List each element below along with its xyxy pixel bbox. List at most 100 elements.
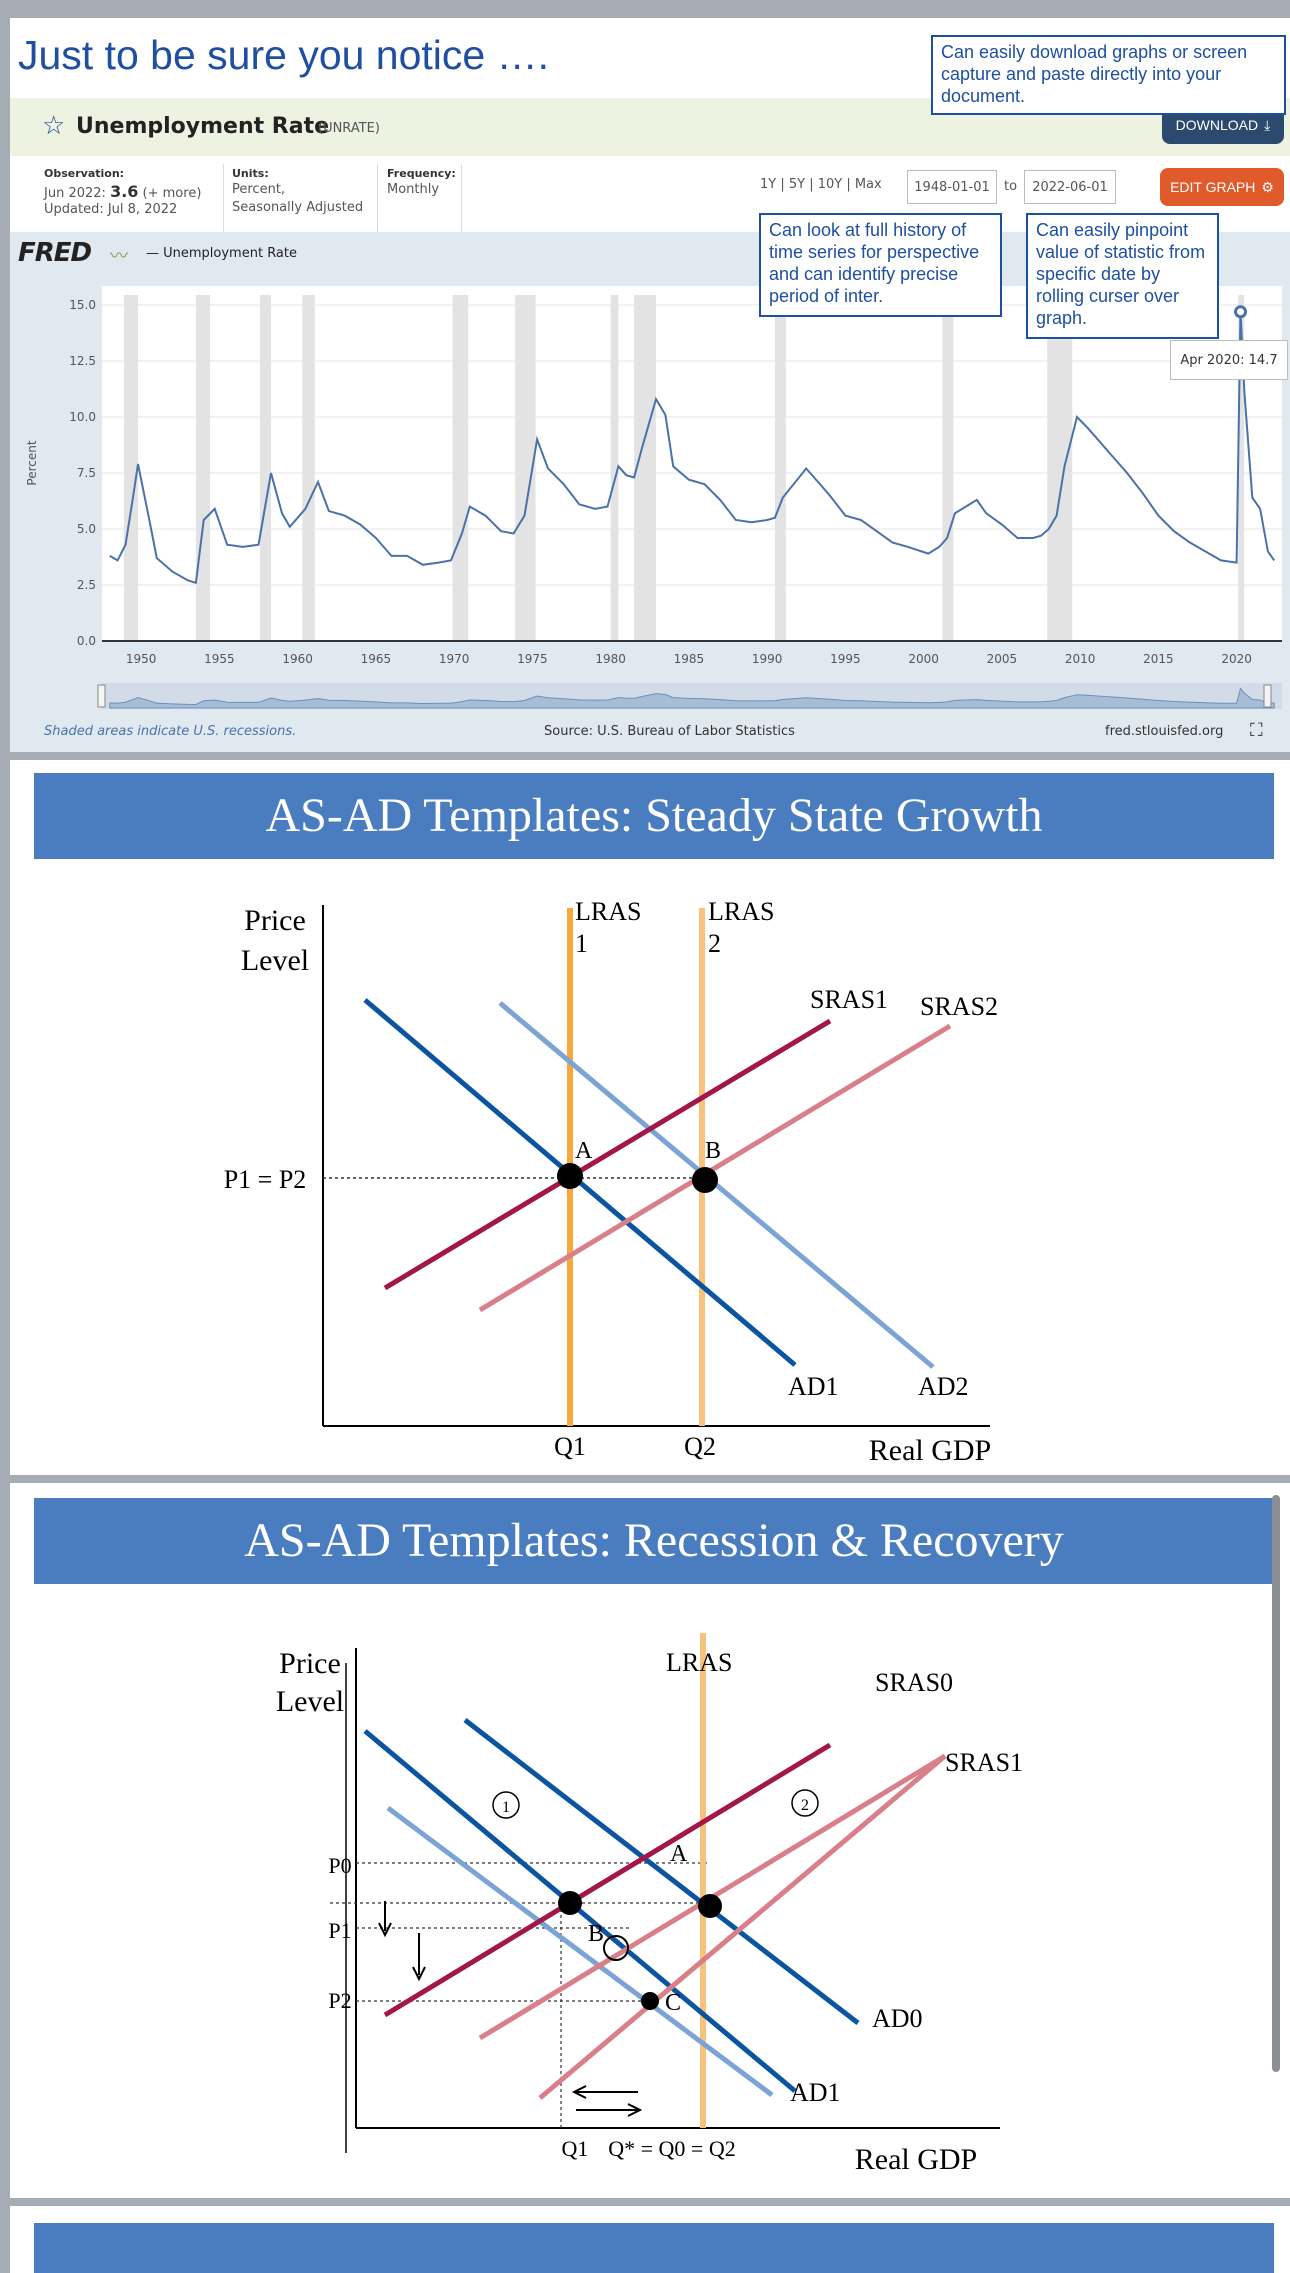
unemployment-line bbox=[109, 311, 1276, 585]
frequency-label: Frequency: bbox=[387, 167, 456, 180]
x-tick-label: 1985 bbox=[674, 652, 705, 666]
date-from-input[interactable]: 1948-01-01 bbox=[907, 170, 997, 204]
x-axis-label: Real GDP bbox=[855, 2143, 978, 2176]
slide-heading: Just to be sure you notice …. bbox=[18, 32, 549, 78]
date-to-input[interactable]: 2022-06-01 bbox=[1024, 170, 1116, 204]
series-id: (UNRATE) bbox=[318, 121, 380, 136]
navigator-handle-right[interactable] bbox=[1263, 684, 1272, 708]
footer-site[interactable]: fred.stlouisfed.org bbox=[1105, 724, 1224, 739]
as-ad-recession-chart: Price Level P0 P1 P2 Q1 Q* = Q0 = Q2 Rea… bbox=[276, 1633, 1023, 2176]
y-axis-label-1: Price bbox=[244, 904, 306, 937]
arrow-head bbox=[571, 2085, 587, 2099]
x-tick-label: 1975 bbox=[517, 652, 548, 666]
arrow-head bbox=[378, 1922, 392, 1938]
slide-steady-state: AS-AD Templates: Steady State Growth Pri… bbox=[10, 760, 1290, 1475]
recession-band bbox=[195, 295, 210, 641]
download-label: DOWNLOAD bbox=[1175, 117, 1259, 133]
hover-marker[interactable] bbox=[1234, 305, 1248, 319]
x-tick-label: 2000 bbox=[908, 652, 939, 666]
units-value-2: Seasonally Adjusted bbox=[232, 200, 364, 215]
x-tick-label: 1955 bbox=[204, 652, 235, 666]
divider bbox=[223, 164, 224, 248]
range-links[interactable]: 1Y | 5Y | 10Y | Max bbox=[760, 177, 882, 192]
callout-history: Can look at full history of time series … bbox=[759, 213, 1002, 317]
tick-q1: Q1 bbox=[562, 2136, 589, 2161]
y-axis-label-2: Level bbox=[241, 944, 309, 977]
observation-more-link[interactable]: (+ more) bbox=[142, 186, 202, 201]
y-axis-label: Percent bbox=[25, 440, 39, 485]
tick-p2: P2 bbox=[328, 1988, 351, 2013]
fred-logo[interactable]: FRED bbox=[18, 238, 92, 268]
x-tick-label: 1980 bbox=[595, 652, 626, 666]
point-b bbox=[692, 1167, 718, 1193]
label-a: A bbox=[670, 1841, 688, 1867]
scrollbar[interactable] bbox=[1272, 1495, 1280, 2072]
tick-q1: Q1 bbox=[554, 1432, 586, 1461]
y-tick-label: 10.0 bbox=[69, 410, 96, 424]
x-tick-label: 2020 bbox=[1221, 652, 1252, 666]
footer-recession-note: Shaded areas indicate U.S. recessions. bbox=[44, 724, 297, 739]
tick-qstar: Q* = Q0 = Q2 bbox=[608, 2136, 735, 2161]
tooltip-date: Apr 2020: bbox=[1180, 352, 1245, 368]
label-lras1-a: LRAS bbox=[575, 897, 641, 926]
tick-p1p2: P1 = P2 bbox=[224, 1165, 307, 1194]
callout-download: Can easily download graphs or screen cap… bbox=[931, 35, 1286, 115]
recession-band bbox=[515, 295, 536, 641]
x-tick-label: 1995 bbox=[830, 652, 861, 666]
sras0-line bbox=[383, 1742, 832, 2018]
recession-band bbox=[123, 295, 138, 641]
y-tick-label: 0.0 bbox=[77, 634, 96, 648]
label-lras1-b: 1 bbox=[575, 929, 588, 958]
star-icon[interactable]: ☆ bbox=[42, 110, 66, 140]
label-ad1: AD1 bbox=[790, 2078, 841, 2107]
units-label: Units: bbox=[232, 167, 269, 180]
label-lras2-a: LRAS bbox=[708, 897, 774, 926]
recession-band bbox=[1238, 295, 1245, 641]
divider bbox=[461, 164, 462, 248]
frequency-value: Monthly bbox=[387, 182, 440, 197]
edit-graph-label: EDIT GRAPH bbox=[1170, 179, 1256, 195]
label-ad1: AD1 bbox=[788, 1372, 839, 1401]
recession-band bbox=[260, 295, 272, 641]
tick-p1: P1 bbox=[328, 1918, 351, 1943]
arrow-head bbox=[412, 1966, 426, 1982]
y-tick-label: 2.5 bbox=[77, 578, 96, 592]
observation-row: Jun 2022: 3.6 (+ more) bbox=[44, 182, 201, 201]
sras1-line bbox=[383, 1018, 832, 1291]
footer-source: Source: U.S. Bureau of Labor Statistics bbox=[544, 724, 795, 739]
tick-p0: P0 bbox=[328, 1853, 351, 1878]
observation-value: 3.6 bbox=[110, 182, 139, 201]
annotation-1-circle bbox=[492, 1791, 520, 1819]
label-sras2: SRAS2 bbox=[920, 992, 998, 1021]
download-icon: ⤓ bbox=[1264, 116, 1271, 133]
label-sras1: SRAS1 bbox=[810, 985, 888, 1014]
ad1-line bbox=[363, 1729, 797, 2093]
navigator-handle-left[interactable] bbox=[97, 684, 106, 708]
annotation-2-circle bbox=[791, 1789, 819, 1817]
edit-graph-button[interactable]: EDIT GRAPH ⚙ bbox=[1160, 168, 1284, 206]
recession-band bbox=[634, 295, 657, 641]
recession-band bbox=[302, 295, 315, 641]
chart-logo-icon: 〰 bbox=[110, 246, 128, 266]
unemployment-chart[interactable]: 0.0 2.5 5.0 7.5 10.0 12.5 15.0 1950 1955 1960 196… bbox=[10, 18, 1290, 752]
navigator-series bbox=[109, 687, 1275, 709]
date-to-word: to bbox=[1004, 179, 1018, 194]
y-tick-label: 12.5 bbox=[69, 354, 96, 368]
ad-shifted-line bbox=[386, 1805, 774, 2098]
observation-date: Jun 2022: bbox=[44, 186, 106, 201]
slide-title: AS-AD Templates: Steady State Growth bbox=[34, 773, 1274, 859]
point-c bbox=[641, 1992, 659, 2010]
x-tick-label: 2015 bbox=[1143, 652, 1174, 666]
updated-date: Updated: Jul 8, 2022 bbox=[44, 202, 178, 217]
sras2-line bbox=[478, 1023, 952, 1313]
fullscreen-icon[interactable]: ⛶ bbox=[1250, 720, 1263, 740]
tooltip-value: 14.7 bbox=[1248, 352, 1278, 368]
recession-band bbox=[1047, 295, 1073, 641]
point-a bbox=[557, 1163, 583, 1189]
chart-legend: — Unemployment Rate bbox=[146, 246, 297, 261]
tooltip: Apr 2020: 14.7 bbox=[1170, 340, 1288, 380]
ad0-line bbox=[463, 1718, 860, 2025]
observation-label: Observation: bbox=[44, 167, 125, 180]
x-tick-label: 1950 bbox=[126, 652, 157, 666]
y-axis-label-2: Level bbox=[276, 1685, 344, 1718]
